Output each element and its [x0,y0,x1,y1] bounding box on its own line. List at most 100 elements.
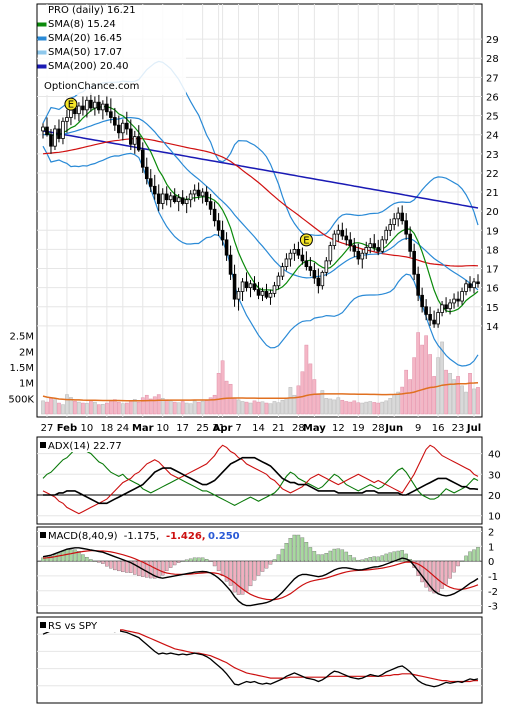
candle-body [200,191,205,197]
macd-hist-bar [101,560,105,564]
candle-body [264,291,269,298]
legend-label: SMA(50) 17.07 [48,47,122,58]
volume-bar [148,398,153,415]
volume-bar [41,400,45,415]
price-tick-label: 27 [486,73,499,84]
volume-bar [240,401,245,415]
adx-tick-label: 20 [488,491,501,502]
volume-bar [196,401,201,415]
macd-hist-bar [368,557,372,562]
volume-bar [184,402,189,415]
candle-body [49,134,53,147]
macd-hist-bar [93,560,97,562]
macd-axis: -3 -2 -1 0 1 2 [488,527,498,612]
volume-bar [460,385,464,415]
date-tick-label: 7 [235,423,241,434]
candle-body [105,103,109,113]
macd-hist-bar [456,560,460,567]
volume-bar [472,388,476,415]
volume-tick-label: 2.5M [9,332,34,343]
candle-body [324,260,329,273]
volume-bar [112,399,117,415]
candle-body [144,166,149,180]
date-tick-label: 9 [415,423,421,434]
volume-bar [416,332,420,415]
macd-hist-bar [45,556,49,562]
macd-hist-bar [168,560,173,568]
adx-tick-label: 40 [488,450,501,461]
macd-hist-bar [272,559,277,562]
macd-hist-bar [192,557,197,562]
macd-hist-bar [85,557,89,562]
candle-body [113,117,117,126]
volume-bar [376,402,381,415]
candle-body [272,285,277,294]
macd-hist-bar [89,559,93,562]
candle-body [308,266,313,271]
adx-tick-label: 10 [488,512,501,523]
lower-band-line [42,145,479,367]
macd-hist-bar [240,560,245,595]
price-tick-label: 14 [486,322,499,333]
macd-hist-bar [304,542,309,562]
macd-hist-bar [360,559,365,562]
candle-body [109,111,113,118]
macd-hist-bar [53,554,57,562]
candle-body [288,252,293,260]
macd-hist-bar [232,560,237,593]
date-tick-label: 14 [252,423,265,434]
volume-tick-label: 500K [8,394,34,405]
volume-bar [220,360,225,415]
volume-bar [308,363,313,415]
date-tick-label: Mar [132,423,154,434]
candle-body [448,302,452,310]
candle-body [156,193,161,204]
date-tick-label: 21 [272,423,285,434]
volume-bar [260,401,265,415]
price-tick-label: 29 [486,35,499,46]
macd-hist-bar [256,560,261,576]
volume-bars [41,332,480,415]
candle-body [300,254,305,262]
price-tick-label: 25 [486,112,499,123]
volume-bar [456,376,460,415]
macd-hist-bar [424,560,428,588]
volume-average-line [42,381,479,402]
macd-hist-bar [384,553,388,562]
volume-bar [208,397,213,415]
date-tick-label: 31 [212,423,225,434]
volume-bar [448,373,452,415]
candle-body [460,291,464,302]
volume-bar [280,399,285,415]
candle-body [65,117,69,122]
candle-body [380,239,385,252]
volume-bar [268,403,273,415]
macd-hist-bar [336,548,341,562]
date-tick-label: 27 [41,423,54,434]
candle-body [232,273,237,300]
price-tick-label: 19 [486,226,499,237]
macd-hist-bar [332,548,337,562]
macd-hist-bar [117,560,121,572]
price-tick-label: 17 [486,265,499,276]
volume-axis: 500K 1M 1.5M 2M 2.5M [8,332,34,406]
candle-body [352,245,357,252]
volume-tick-label: 1M [19,379,34,390]
macd-hist-bar [380,555,384,562]
volume-bar [116,401,121,415]
adx-label: ADX(14) 22.77 [48,441,122,452]
macd-hist-bar [428,560,432,592]
volume-bar [424,335,428,415]
volume-bar [132,399,137,415]
candle-body [408,233,412,252]
date-tick-label: 19 [352,423,365,434]
candle-body [356,250,361,260]
candle-body [312,270,317,279]
volume-bar [444,369,448,415]
candle-body [97,101,101,111]
macd-hist-bar [97,560,101,563]
candle-body [456,298,460,302]
price-tick-label: 21 [486,188,499,199]
macd-hist-bar [160,560,165,576]
candle-body [216,220,221,231]
